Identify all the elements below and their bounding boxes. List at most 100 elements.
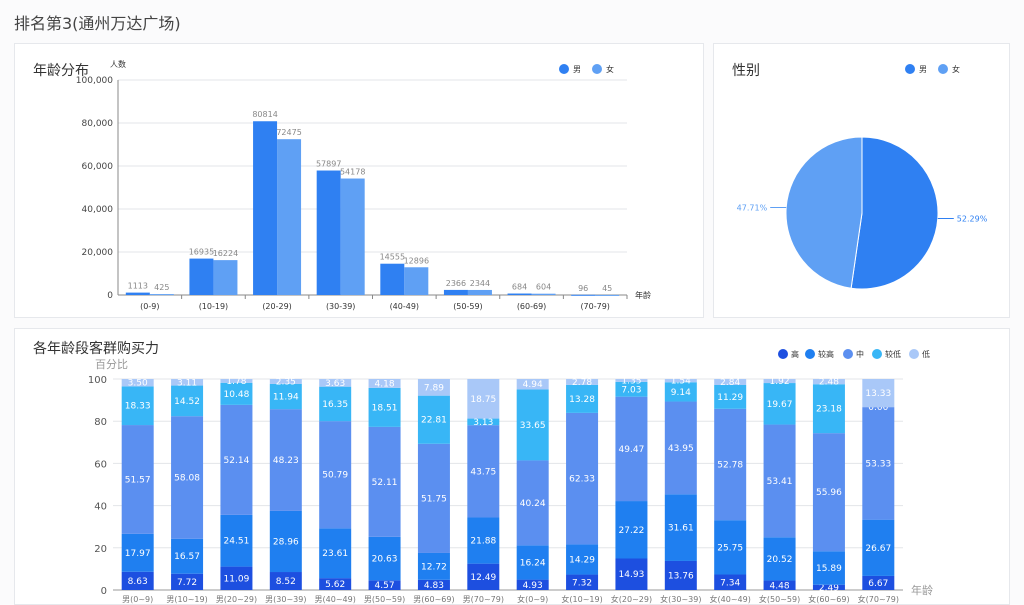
data-label: 2.49	[819, 583, 839, 593]
stack-segment	[812, 584, 845, 590]
stack-segment	[121, 379, 154, 387]
x-tick-label: (60-69)	[517, 302, 547, 311]
data-label: 20.52	[767, 555, 793, 565]
stack-segment	[220, 379, 253, 383]
legend-marker	[559, 64, 569, 74]
legend-marker	[938, 64, 948, 74]
y-tick-label: 0	[101, 586, 107, 597]
stack-segment	[171, 379, 204, 386]
bar	[189, 258, 214, 295]
stack-segment	[763, 379, 796, 384]
stack-segment	[664, 494, 697, 561]
stack-segment	[516, 579, 549, 590]
data-label: 16224	[213, 249, 238, 258]
stack-segment	[566, 544, 599, 575]
data-label: 28.96	[273, 537, 299, 547]
stack-segment	[220, 566, 253, 590]
stack-segment	[220, 382, 253, 405]
stack-segment	[516, 460, 549, 546]
legend-marker	[843, 349, 853, 359]
stack-segment	[467, 418, 500, 426]
stack-segment	[171, 385, 204, 417]
data-label: 1.78	[226, 377, 246, 387]
stack-segment	[319, 386, 352, 422]
data-label: 50.79	[322, 471, 348, 481]
data-label: 25.75	[717, 543, 743, 553]
stack-segment	[319, 578, 352, 590]
x-tick-label: (20-29)	[262, 302, 292, 311]
data-label: 49.47	[619, 445, 645, 455]
stack-segment	[516, 379, 549, 390]
stack-segment	[368, 387, 401, 427]
data-label: 53.33	[865, 459, 891, 469]
x-axis-label: 年龄	[635, 290, 651, 300]
bar	[277, 139, 302, 295]
stack-segment	[516, 545, 549, 580]
y-tick-label: 80,000	[82, 119, 114, 129]
stack-segment	[812, 551, 845, 585]
data-label: 7.34	[720, 578, 740, 588]
x-tick-label: 女(30~39)	[660, 594, 701, 604]
stack-segment	[467, 425, 500, 518]
y-tick-label: 60	[94, 459, 107, 470]
stack-segment	[417, 552, 450, 580]
data-label: 19.67	[767, 400, 793, 410]
data-label: 5.62	[325, 580, 345, 590]
stack-segment	[714, 520, 747, 575]
data-label: 7.32	[572, 578, 592, 588]
x-tick-label: 女(50~59)	[759, 594, 800, 604]
data-label: 53.41	[767, 477, 793, 487]
data-label: 27.22	[619, 526, 645, 536]
bar	[531, 293, 556, 295]
bar	[467, 289, 492, 295]
stack-segment	[615, 381, 648, 397]
stack-segment	[615, 396, 648, 502]
stack-segment	[763, 383, 796, 425]
data-label: 604	[536, 283, 551, 292]
data-label: 3.63	[325, 379, 345, 389]
stack-segment	[368, 536, 401, 581]
data-label: 52.14	[224, 456, 250, 466]
data-label: 18.51	[372, 403, 398, 413]
legend-marker	[909, 349, 919, 359]
data-label: 52.11	[372, 478, 398, 488]
stack-segment	[664, 379, 697, 383]
data-label: 24.51	[224, 537, 250, 547]
data-label: 55.96	[816, 488, 842, 498]
x-tick-label: 女(0~9)	[517, 594, 548, 604]
x-tick-label: (0-9)	[140, 302, 159, 311]
data-label: 4.57	[375, 581, 395, 591]
data-label: 425	[154, 283, 169, 292]
stack-segment	[566, 379, 599, 385]
y-tick-label: 80	[94, 417, 107, 428]
data-label: 45	[602, 284, 612, 293]
y-tick-label: 20	[94, 544, 107, 555]
data-label: 2.35	[276, 377, 296, 387]
data-label: 13.28	[569, 395, 595, 405]
bar	[443, 289, 468, 295]
stack-segment	[417, 579, 450, 590]
x-tick-label: 女(40~49)	[710, 594, 751, 604]
data-label: 3.11	[177, 378, 197, 388]
data-label: 7.03	[621, 385, 641, 395]
stack-segment	[615, 379, 648, 382]
bar	[571, 294, 596, 296]
data-label: 16.35	[322, 400, 348, 410]
data-label: 14.29	[569, 555, 595, 565]
stack-segment	[714, 384, 747, 409]
data-label: 58.08	[174, 473, 200, 483]
purchasing-power-panel: 各年龄段客群购买力 0 20 40 60 80 100 百分比 年龄 8.63 17.97 51.5…	[14, 328, 1010, 605]
page-title: 排名第3(通州万达广场)	[14, 14, 181, 33]
y-axis-label: 人数	[110, 59, 126, 69]
data-label: 40.24	[520, 499, 546, 509]
data-label: 7.72	[177, 578, 197, 588]
data-label: 54178	[340, 168, 365, 177]
stack-segment	[319, 379, 352, 387]
bar	[125, 292, 150, 295]
legend-marker	[778, 349, 788, 359]
x-tick-label: (30-39)	[326, 302, 356, 311]
y-tick-label: 100	[88, 375, 107, 386]
data-label: 52.78	[717, 460, 743, 470]
x-tick-label: 男(30~39)	[265, 595, 306, 604]
age-distribution-panel: 年龄分布 0 20,000 40,000 60,000 80,000 100,000 人数年…	[14, 43, 704, 318]
